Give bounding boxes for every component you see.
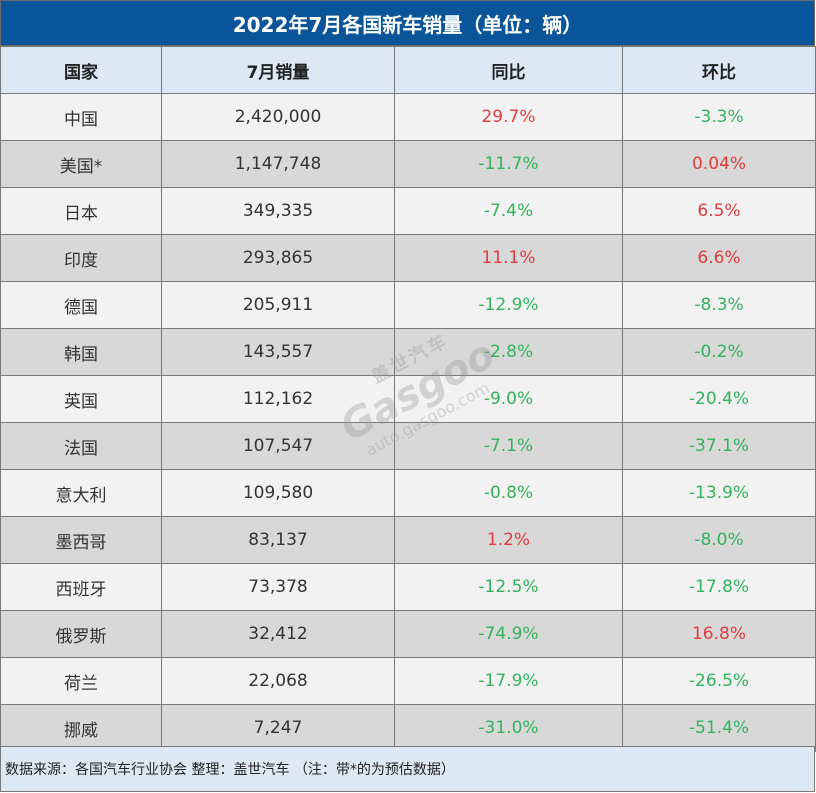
sales-table: 国家 7月销量 同比 环比 中国 2,420,000 29.7% -3.3% 美国* 1,… — [0, 46, 816, 752]
sales-cell: 349,335 — [161, 187, 395, 235]
yoy-cell: -0.8% — [394, 469, 623, 517]
table-row: 中国 2,420,000 29.7% -3.3% — [0, 93, 816, 141]
table-title: 2022年7月各国新车销量（单位：辆） — [0, 0, 815, 46]
yoy-cell: -74.9% — [394, 610, 623, 658]
mom-cell: -0.2% — [622, 328, 816, 376]
source-note: 数据来源：各国汽车行业协会 整理：盖世汽车 （注：带*的为预估数据） — [0, 746, 815, 792]
table-row: 意大利 109,580 -0.8% -13.9% — [0, 469, 816, 517]
sales-cell: 1,147,748 — [161, 140, 395, 188]
sales-cell: 73,378 — [161, 563, 395, 611]
country-cell: 韩国 — [0, 328, 162, 376]
sales-cell: 32,412 — [161, 610, 395, 658]
country-cell: 俄罗斯 — [0, 610, 162, 658]
table-row: 德国 205,911 -12.9% -8.3% — [0, 281, 816, 329]
table-row: 荷兰 22,068 -17.9% -26.5% — [0, 657, 816, 705]
header-sales: 7月销量 — [161, 46, 395, 94]
table-row: 印度 293,865 11.1% 6.6% — [0, 234, 816, 282]
country-cell: 英国 — [0, 375, 162, 423]
country-cell: 中国 — [0, 93, 162, 141]
sales-cell: 143,557 — [161, 328, 395, 376]
sales-cell: 293,865 — [161, 234, 395, 282]
sales-cell: 2,420,000 — [161, 93, 395, 141]
country-cell: 美国* — [0, 140, 162, 188]
header-row: 国家 7月销量 同比 环比 — [0, 46, 816, 94]
table-row: 挪威 7,247 -31.0% -51.4% — [0, 704, 816, 752]
sales-cell: 83,137 — [161, 516, 395, 564]
country-cell: 印度 — [0, 234, 162, 282]
mom-cell: -8.0% — [622, 516, 816, 564]
yoy-cell: -12.5% — [394, 563, 623, 611]
table-row: 韩国 143,557 -2.8% -0.2% — [0, 328, 816, 376]
mom-cell: 6.5% — [622, 187, 816, 235]
table-row: 法国 107,547 -7.1% -37.1% — [0, 422, 816, 470]
header-country: 国家 — [0, 46, 162, 94]
yoy-cell: 1.2% — [394, 516, 623, 564]
header-mom: 环比 — [622, 46, 816, 94]
country-cell: 西班牙 — [0, 563, 162, 611]
mom-cell: -17.8% — [622, 563, 816, 611]
mom-cell: -13.9% — [622, 469, 816, 517]
country-cell: 法国 — [0, 422, 162, 470]
mom-cell: 16.8% — [622, 610, 816, 658]
sales-cell: 7,247 — [161, 704, 395, 752]
country-cell: 德国 — [0, 281, 162, 329]
sales-cell: 112,162 — [161, 375, 395, 423]
mom-cell: -3.3% — [622, 93, 816, 141]
mom-cell: 0.04% — [622, 140, 816, 188]
yoy-cell: -9.0% — [394, 375, 623, 423]
mom-cell: -51.4% — [622, 704, 816, 752]
yoy-cell: -31.0% — [394, 704, 623, 752]
yoy-cell: -12.9% — [394, 281, 623, 329]
country-cell: 日本 — [0, 187, 162, 235]
yoy-cell: -17.9% — [394, 657, 623, 705]
country-cell: 意大利 — [0, 469, 162, 517]
sales-cell: 109,580 — [161, 469, 395, 517]
sales-cell: 107,547 — [161, 422, 395, 470]
mom-cell: -26.5% — [622, 657, 816, 705]
sales-cell: 22,068 — [161, 657, 395, 705]
yoy-cell: -7.1% — [394, 422, 623, 470]
table-row: 西班牙 73,378 -12.5% -17.8% — [0, 563, 816, 611]
mom-cell: -37.1% — [622, 422, 816, 470]
header-yoy: 同比 — [394, 46, 623, 94]
yoy-cell: -2.8% — [394, 328, 623, 376]
sales-cell: 205,911 — [161, 281, 395, 329]
mom-cell: -8.3% — [622, 281, 816, 329]
table-row: 日本 349,335 -7.4% 6.5% — [0, 187, 816, 235]
mom-cell: 6.6% — [622, 234, 816, 282]
country-cell: 墨西哥 — [0, 516, 162, 564]
table-row: 墨西哥 83,137 1.2% -8.0% — [0, 516, 816, 564]
yoy-cell: 29.7% — [394, 93, 623, 141]
table-body: 中国 2,420,000 29.7% -3.3% 美国* 1,147,748 -11.7% 0… — [0, 93, 816, 752]
table-row: 美国* 1,147,748 -11.7% 0.04% — [0, 140, 816, 188]
mom-cell: -20.4% — [622, 375, 816, 423]
country-cell: 挪威 — [0, 704, 162, 752]
yoy-cell: -7.4% — [394, 187, 623, 235]
country-cell: 荷兰 — [0, 657, 162, 705]
table-row: 俄罗斯 32,412 -74.9% 16.8% — [0, 610, 816, 658]
table-row: 英国 112,162 -9.0% -20.4% — [0, 375, 816, 423]
yoy-cell: 11.1% — [394, 234, 623, 282]
yoy-cell: -11.7% — [394, 140, 623, 188]
